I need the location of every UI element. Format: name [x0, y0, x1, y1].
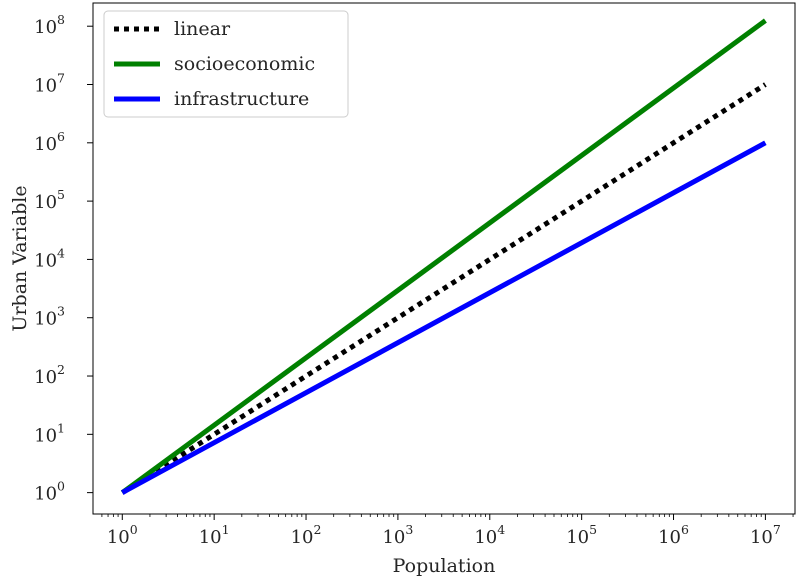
y-tick-label: 102	[34, 362, 65, 388]
x-tick-label: 106	[658, 522, 689, 548]
y-tick-label: 107	[34, 71, 65, 97]
x-axis-ticks: 100 101 102 103 104 105 106 107	[101, 514, 794, 548]
y-tick-label: 105	[34, 187, 65, 213]
y-tick-label: 104	[34, 245, 65, 271]
x-tick-label: 105	[566, 522, 597, 548]
legend-box	[103, 10, 349, 118]
y-tick-label: 103	[34, 304, 65, 330]
legend-label-linear: linear	[174, 18, 231, 40]
y-tick-label: 100	[34, 479, 65, 505]
x-axis-label: Population	[393, 555, 496, 577]
x-tick-label: 100	[107, 522, 138, 548]
x-tick-label: 104	[474, 522, 505, 548]
legend: linear socioeconomic infrastructure	[103, 10, 349, 118]
series-line-infrastructure	[121, 140, 767, 495]
y-axis-ticks: 100 101 102 103 104 105 106 107 108	[34, 12, 93, 505]
legend-label-infrastructure: infrastructure	[174, 88, 309, 110]
x-tick-label: 102	[291, 522, 322, 548]
legend-label-socioeconomic: socioeconomic	[174, 53, 315, 75]
y-tick-label: 108	[34, 12, 65, 38]
x-tick-label: 103	[382, 522, 413, 548]
series-line-socioeconomic	[120, 18, 767, 495]
x-tick-label: 101	[199, 522, 230, 548]
y-tick-label: 101	[34, 420, 65, 446]
plot-area	[120, 18, 767, 495]
plot-frame	[92, 2, 796, 515]
x-tick-label: 107	[750, 522, 781, 548]
series-line-linear	[120, 82, 767, 495]
y-axis-label: Urban Variable	[9, 185, 31, 331]
y-tick-label: 106	[34, 129, 65, 155]
